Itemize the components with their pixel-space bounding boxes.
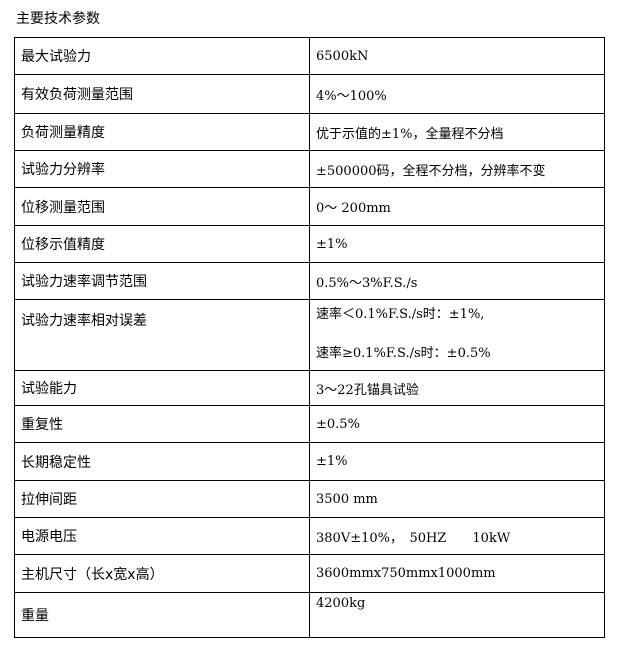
table-row: 重复性 ±0.5% <box>14 405 605 443</box>
param-name: 试验力速率相对误差 <box>14 299 310 371</box>
param-name: 位移示值精度 <box>14 225 310 263</box>
table-row: 位移测量范围 0～ 200mm <box>14 187 605 226</box>
param-value: ±500000码，全程不分档，分辨率不变 <box>309 150 605 188</box>
section-title: 主要技术参数 <box>16 11 100 27</box>
param-name: 试验力速率调节范围 <box>14 262 310 300</box>
table-row: 试验力分辨率 ±500000码，全程不分档，分辨率不变 <box>14 150 605 188</box>
param-value: 4200kg <box>309 592 605 638</box>
table-row: 有效负荷测量范围 4%～100% <box>14 74 605 114</box>
param-name: 重量 <box>14 592 310 638</box>
table-row: 电源电压 380V±10%， 50HZ 10kW <box>14 517 605 555</box>
table-row: 试验力速率相对误差 速率＜0.1%F.S./s时：±1%, 速率≥0.1%F.S./… <box>14 299 605 371</box>
param-name: 有效负荷测量范围 <box>14 74 310 114</box>
param-value: 380V±10%， 50HZ 10kW <box>309 517 605 555</box>
spec-table: 最大试验力 6500kN 有效负荷测量范围 4%～100% 负荷测量精度 优于示值的±1%… <box>14 37 605 638</box>
param-value: 0～ 200mm <box>309 187 605 226</box>
param-value: 速率＜0.1%F.S./s时：±1%, 速率≥0.1%F.S./s时：±0.5% <box>309 299 605 371</box>
param-value: ±1% <box>309 442 605 481</box>
table-row: 最大试验力 6500kN <box>14 37 605 75</box>
param-name: 主机尺寸（长x宽x高） <box>14 554 310 593</box>
param-value: ±0.5% <box>309 405 605 443</box>
param-name: 长期稳定性 <box>14 442 310 481</box>
param-value: 0.5%～3%F.S./s <box>309 262 605 300</box>
value-line: 速率≥0.1%F.S./s时：±0.5% <box>316 346 491 361</box>
param-value: 3600mmx750mmx1000mm <box>309 554 605 593</box>
table-row: 主机尺寸（长x宽x高） 3600mmx750mmx1000mm <box>14 554 605 593</box>
table-row: 长期稳定性 ±1% <box>14 442 605 481</box>
param-name: 负荷测量精度 <box>14 113 310 151</box>
param-name: 试验能力 <box>14 370 310 406</box>
value-line: 速率＜0.1%F.S./s时：±1%, <box>316 307 485 322</box>
table-row: 重量 4200kg <box>14 592 605 638</box>
param-name: 重复性 <box>14 405 310 443</box>
param-value: 6500kN <box>309 37 605 75</box>
table-row: 负荷测量精度 优于示值的±1%，全量程不分档 <box>14 113 605 151</box>
table-row: 试验能力 3～22孔锚具试验 <box>14 370 605 406</box>
param-value: 3500 mm <box>309 480 605 518</box>
table-row: 试验力速率调节范围 0.5%～3%F.S./s <box>14 262 605 300</box>
table-row: 位移示值精度 ±1% <box>14 225 605 263</box>
param-name: 位移测量范围 <box>14 187 310 226</box>
param-name: 电源电压 <box>14 517 310 555</box>
param-value: 3～22孔锚具试验 <box>309 370 605 406</box>
param-name: 拉伸间距 <box>14 480 310 518</box>
param-name: 试验力分辨率 <box>14 150 310 188</box>
table-row: 拉伸间距 3500 mm <box>14 480 605 518</box>
param-value: 4%～100% <box>309 74 605 114</box>
param-name: 最大试验力 <box>14 37 310 75</box>
param-value: 优于示值的±1%，全量程不分档 <box>309 113 605 151</box>
param-value: ±1% <box>309 225 605 263</box>
